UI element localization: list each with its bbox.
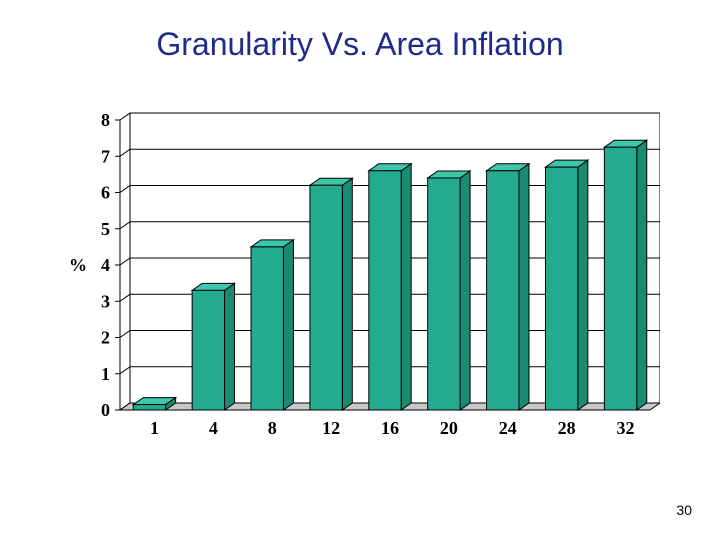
x-tick-label: 24 <box>499 418 517 438</box>
x-tick-label: 1 <box>150 418 159 438</box>
x-tick-label: 8 <box>268 418 277 438</box>
x-tick-label: 12 <box>322 418 340 438</box>
x-tick-label: 16 <box>381 418 399 438</box>
bar-chart: 012345678148121620242832% <box>60 110 660 450</box>
y-tick-label: 4 <box>101 255 110 275</box>
y-tick-label: 3 <box>101 291 110 311</box>
slide-title: Granularity Vs. Area Inflation <box>0 26 720 63</box>
y-tick-label: 8 <box>101 110 110 130</box>
bar <box>369 164 411 410</box>
bar <box>310 178 352 410</box>
page-number: 30 <box>676 502 692 518</box>
bar <box>487 164 529 410</box>
y-axis-label: % <box>69 255 87 275</box>
bar <box>251 240 293 410</box>
y-tick-label: 2 <box>101 328 110 348</box>
x-tick-label: 20 <box>440 418 458 438</box>
y-tick-label: 0 <box>101 400 110 420</box>
slide-title-text: Granularity Vs. Area Inflation <box>156 26 563 62</box>
x-tick-label: 28 <box>558 418 576 438</box>
x-tick-label: 32 <box>617 418 635 438</box>
chart-container: 012345678148121620242832% <box>60 110 660 450</box>
y-tick-label: 6 <box>101 183 110 203</box>
bar <box>428 171 470 410</box>
slide: Granularity Vs. Area Inflation 012345678… <box>0 0 720 540</box>
y-tick-label: 1 <box>101 364 110 384</box>
x-tick-label: 4 <box>209 418 218 438</box>
bar <box>604 140 646 410</box>
y-tick-label: 7 <box>101 146 110 166</box>
bar <box>545 160 587 410</box>
bar <box>192 283 234 410</box>
y-tick-label: 5 <box>101 219 110 239</box>
